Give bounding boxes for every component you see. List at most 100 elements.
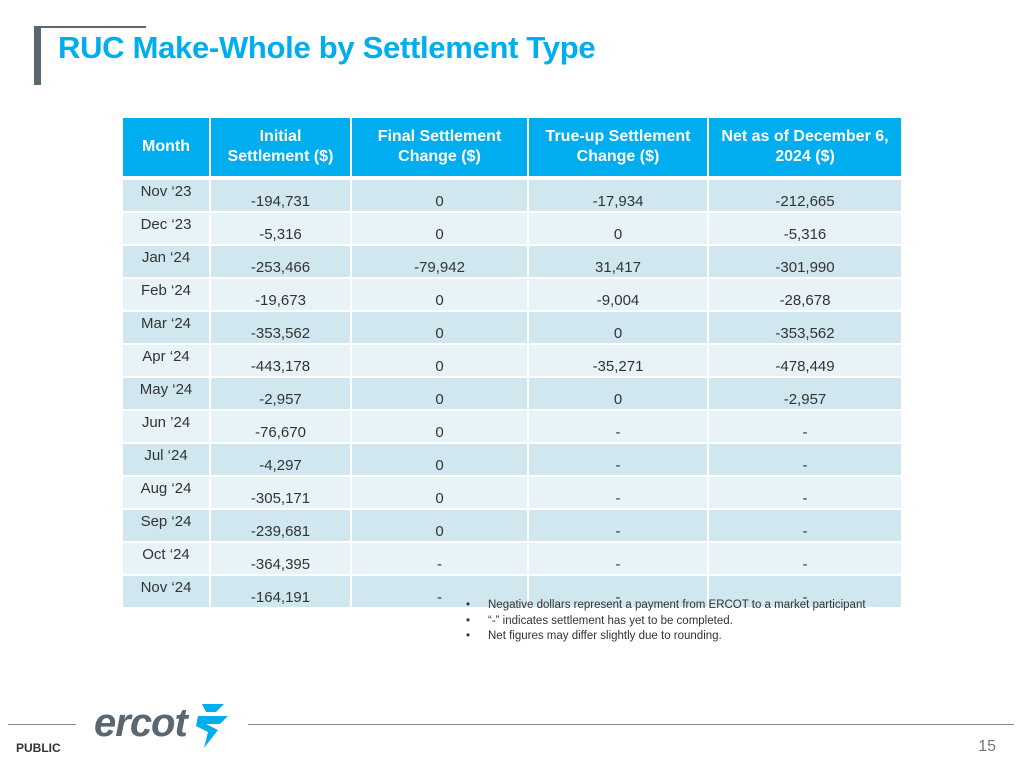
cell-initial: -305,171 [211,477,352,510]
footnotes: • Negative dollars represent a payment fr… [466,598,866,645]
cell-trueup: 0 [529,378,709,411]
cell-month: Aug ‘24 [123,477,211,510]
cell-final: - [352,543,529,576]
footnote-text: Negative dollars represent a payment fro… [488,599,866,611]
footnote-text: Net figures may differ slightly due to r… [488,630,722,642]
cell-trueup: -17,934 [529,180,709,213]
table-row: Jul ‘24 -4,297 0- - [123,444,901,477]
footer-divider-right [248,724,1014,725]
ercot-logo: ercot [94,698,230,752]
cell-final: 0 [352,378,529,411]
cell-trueup: 0 [529,213,709,246]
cell-net: - [709,543,901,576]
cell-month: Jan ‘24 [123,246,211,279]
cell-trueup: - [529,576,709,609]
cell-month: Jun ’24 [123,411,211,444]
cell-final: 0 [352,444,529,477]
cell-net: -301,990 [709,246,901,279]
cell-trueup: - [529,543,709,576]
cell-initial: -5,316 [211,213,352,246]
cell-trueup: 31,417 [529,246,709,279]
header-month: Month [123,118,211,180]
table-row: Sep ‘24 -239,681 0- - [123,510,901,543]
cell-month: Feb ‘24 [123,279,211,312]
cell-trueup: -35,271 [529,345,709,378]
cell-month: May ‘24 [123,378,211,411]
cell-net: -478,449 [709,345,901,378]
bullet-icon: • [466,630,471,642]
cell-net: -353,562 [709,312,901,345]
cell-net: - [709,411,901,444]
lightning-bolt-icon [196,704,228,748]
cell-initial: -4,297 [211,444,352,477]
table-row: Aug ‘24 -305,171 0- - [123,477,901,510]
cell-month: Apr ‘24 [123,345,211,378]
cell-net: -28,678 [709,279,901,312]
cell-net: - [709,444,901,477]
footnote-item: • Net figures may differ slightly due to … [466,629,866,645]
table-row: Jun ’24 -76,670 0- - [123,411,901,444]
cell-initial: -76,670 [211,411,352,444]
cell-net: - [709,510,901,543]
cell-final: 0 [352,411,529,444]
cell-month: Mar ‘24 [123,312,211,345]
footnote-item: • “-” indicates settlement has yet to be … [466,614,866,630]
cell-month: Sep ‘24 [123,510,211,543]
title-accent-line [34,26,146,28]
table-body: Nov ‘23 -194,731 0 -17,934 -212,665 Dec ‘23 -5… [123,180,901,609]
cell-final: 0 [352,477,529,510]
cell-final: -79,942 [352,246,529,279]
header-final-settlement-change: Final Settlement Change ($) [352,118,529,180]
make-whole-table: Month Initial Settlement ($) Final Settl… [123,118,901,609]
table-row: Nov ‘24 -164,191- - - [123,576,901,609]
cell-initial: -2,957 [211,378,352,411]
header-net: Net as of December 6, 2024 ($) [709,118,901,180]
cell-final: 0 [352,510,529,543]
cell-month: Nov ‘24 [123,576,211,609]
table-row: Jan ‘24 -253,466 -79,942 31,417 -301,990 [123,246,901,279]
cell-initial: -353,562 [211,312,352,345]
table-row: Mar ‘24 -353,562 0 0 -353,562 [123,312,901,345]
cell-net: -5,316 [709,213,901,246]
footer-divider-left [8,724,76,725]
table-row: May ‘24 -2,957 0 0 -2,957 [123,378,901,411]
logo-wordmark: ercot [94,701,188,745]
cell-initial: -443,178 [211,345,352,378]
cell-month: Dec ‘23 [123,213,211,246]
footnote-item: • Negative dollars represent a payment fr… [466,598,866,614]
cell-final: 0 [352,345,529,378]
cell-net: - [709,477,901,510]
title-accent-bar [34,26,41,85]
cell-final: - [352,576,529,609]
cell-final: 0 [352,180,529,213]
cell-trueup: - [529,411,709,444]
cell-initial: -364,395 [211,543,352,576]
cell-final: 0 [352,213,529,246]
cell-initial: -239,681 [211,510,352,543]
cell-initial: -164,191 [211,576,352,609]
bullet-icon: • [466,614,471,627]
cell-initial: -194,731 [211,180,352,213]
table-row: Feb ‘24 -19,673 0 -9,004 -28,678 [123,279,901,312]
table-header-row: Month Initial Settlement ($) Final Settl… [123,118,901,180]
cell-final: 0 [352,312,529,345]
cell-net: - [709,576,901,609]
cell-trueup: 0 [529,312,709,345]
table-row: Oct ‘24 -364,395- - - [123,543,901,576]
cell-trueup: - [529,510,709,543]
classification-label: PUBLIC [16,741,61,755]
page-number: 15 [978,738,996,755]
cell-final: 0 [352,279,529,312]
cell-month: Jul ‘24 [123,444,211,477]
header-initial-settlement: Initial Settlement ($) [211,118,352,180]
cell-month: Nov ‘23 [123,180,211,213]
cell-month: Oct ‘24 [123,543,211,576]
header-trueup-settlement-change: True-up Settlement Change ($) [529,118,709,180]
cell-initial: -253,466 [211,246,352,279]
page-title: RUC Make-Whole by Settlement Type [58,30,596,65]
cell-initial: -19,673 [211,279,352,312]
cell-trueup: - [529,477,709,510]
cell-net: -212,665 [709,180,901,213]
cell-trueup: -9,004 [529,279,709,312]
